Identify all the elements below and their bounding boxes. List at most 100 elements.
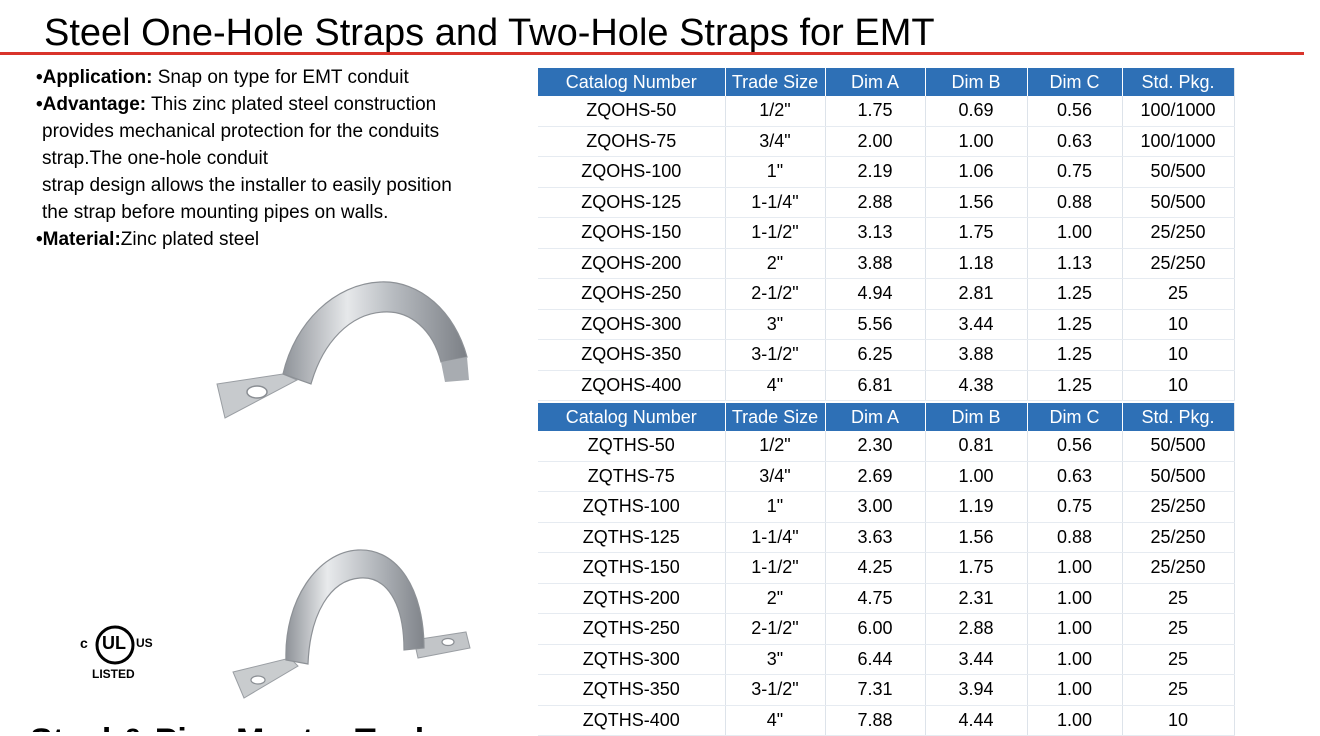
application-text: Snap on type for EMT conduit xyxy=(152,67,409,88)
table-cell: 1.56 xyxy=(925,522,1028,553)
table-row: ZQOHS-300 3" 5.56 3.44 1.25 10 xyxy=(538,309,1235,340)
table-cell: 1.75 xyxy=(925,552,1028,584)
material-line: •Material:Zinc plated steel xyxy=(36,226,536,253)
column-header: Catalog Number xyxy=(538,68,726,96)
ul-letters: UL xyxy=(102,633,126,653)
table-cell: 2.81 xyxy=(925,278,1028,310)
table-cell: 4" xyxy=(725,370,826,401)
table-cell: 2.00 xyxy=(825,126,926,157)
next-slide-title-clip: Steel & Pipe Master Tools xyxy=(0,700,1320,732)
table-row: ZQOHS-350 3-1/2" 6.25 3.88 1.25 10 xyxy=(538,339,1235,371)
application-line: •Application: Snap on type for EMT condu… xyxy=(36,64,536,91)
table-cell: ZQTHS-150 xyxy=(538,552,726,584)
table-cell: 50/500 xyxy=(1122,156,1235,188)
table-cell: ZQOHS-300 xyxy=(538,309,726,340)
table-cell: 1" xyxy=(725,156,826,188)
table-cell: 3.00 xyxy=(825,491,926,523)
product-description: •Application: Snap on type for EMT condu… xyxy=(36,64,536,253)
table-cell: 1.00 xyxy=(1027,705,1123,736)
table-cell: 25 xyxy=(1122,674,1235,706)
table-cell: 4.44 xyxy=(925,705,1028,736)
table-cell: 1.00 xyxy=(1027,644,1123,675)
page-title: Steel One-Hole Straps and Two-Hole Strap… xyxy=(44,12,935,54)
table-cell: 3-1/2" xyxy=(725,339,826,371)
table-cell: 1.00 xyxy=(925,461,1028,492)
table-cell: 2.69 xyxy=(825,461,926,492)
table-cell: 25 xyxy=(1122,583,1235,614)
column-header: Catalog Number xyxy=(538,403,726,431)
ul-listed-logo: c UL US LISTED xyxy=(78,622,160,684)
table-row: ZQTHS-300 3" 6.44 3.44 1.00 25 xyxy=(538,644,1235,675)
column-header: Dim B xyxy=(925,403,1028,431)
table-cell: ZQTHS-350 xyxy=(538,674,726,706)
table-cell: 1.06 xyxy=(925,156,1028,188)
table-cell: 0.63 xyxy=(1027,461,1123,492)
material-text: Zinc plated steel xyxy=(120,229,260,250)
table-cell: 0.69 xyxy=(925,96,1028,127)
table-cell: ZQTHS-400 xyxy=(538,705,726,736)
table-cell: ZQTHS-300 xyxy=(538,644,726,675)
table-cell: 0.56 xyxy=(1027,431,1123,462)
table-cell: 1" xyxy=(725,491,826,523)
table-row: ZQOHS-125 1-1/4" 2.88 1.56 0.88 50/500 xyxy=(538,187,1235,218)
table-cell: 2-1/2" xyxy=(725,613,826,645)
table-cell: 2.88 xyxy=(825,187,926,218)
two-hole-strap-photo xyxy=(232,549,471,699)
table-cell: 1.00 xyxy=(925,126,1028,157)
table-row: ZQOHS-250 2-1/2" 4.94 2.81 1.25 25 xyxy=(538,278,1235,310)
table-cell: ZQOHS-75 xyxy=(538,126,726,157)
table-row: ZQTHS-400 4" 7.88 4.44 1.00 10 xyxy=(538,705,1235,736)
table-cell: 7.31 xyxy=(825,674,926,706)
table-cell: 0.56 xyxy=(1027,96,1123,127)
table-cell: 6.25 xyxy=(825,339,926,371)
table-cell: 100/1000 xyxy=(1122,96,1235,127)
advantage-text-1: This zinc plated steel construction xyxy=(146,94,437,115)
table-cell: 1.75 xyxy=(925,217,1028,249)
table-cell: 0.75 xyxy=(1027,156,1123,188)
table-cell: 1.13 xyxy=(1027,248,1123,279)
table-cell: ZQOHS-400 xyxy=(538,370,726,401)
table-cell: ZQOHS-200 xyxy=(538,248,726,279)
table-cell: 6.00 xyxy=(825,613,926,645)
table-row: ZQOHS-75 3/4" 2.00 1.00 0.63 100/1000 xyxy=(538,126,1235,157)
table-cell: 1.18 xyxy=(925,248,1028,279)
advantage-label: •Advantage: xyxy=(36,94,147,115)
column-header: Dim A xyxy=(825,403,926,431)
table-cell: 25/250 xyxy=(1122,552,1235,584)
column-header: Dim C xyxy=(1027,68,1123,96)
table-cell: 1-1/4" xyxy=(725,187,826,218)
table-cell: 7.88 xyxy=(825,705,926,736)
table-cell: 3.44 xyxy=(925,309,1028,340)
table-cell: 25/250 xyxy=(1122,217,1235,249)
table-cell: 10 xyxy=(1122,339,1235,371)
table-cell: 1.25 xyxy=(1027,309,1123,340)
ul-us-mark: US xyxy=(136,636,153,650)
table-cell: 0.81 xyxy=(925,431,1028,462)
table-cell: 50/500 xyxy=(1122,187,1235,218)
table-row: ZQTHS-200 2" 4.75 2.31 1.00 25 xyxy=(538,583,1235,614)
table-cell: 50/500 xyxy=(1122,461,1235,492)
table-cell: 1-1/2" xyxy=(725,552,826,584)
table-cell: 2.31 xyxy=(925,583,1028,614)
table-cell: ZQTHS-100 xyxy=(538,491,726,523)
table-cell: 25/250 xyxy=(1122,491,1235,523)
table-row: ZQOHS-200 2" 3.88 1.18 1.13 25/250 xyxy=(538,248,1235,279)
table-row: ZQTHS-250 2-1/2" 6.00 2.88 1.00 25 xyxy=(538,613,1235,645)
table-cell: 0.63 xyxy=(1027,126,1123,157)
table-row: ZQTHS-125 1-1/4" 3.63 1.56 0.88 25/250 xyxy=(538,522,1235,553)
table-cell: 3.88 xyxy=(825,248,926,279)
table-cell: 3.63 xyxy=(825,522,926,553)
table-cell: 3/4" xyxy=(725,126,826,157)
table-cell: 10 xyxy=(1122,370,1235,401)
column-header: Std. Pkg. xyxy=(1122,403,1235,431)
table-cell: 1.25 xyxy=(1027,278,1123,310)
table-cell: 2" xyxy=(725,248,826,279)
column-header: Dim A xyxy=(825,68,926,96)
table-cell: 0.75 xyxy=(1027,491,1123,523)
table-cell: 3-1/2" xyxy=(725,674,826,706)
table-cell: 1.25 xyxy=(1027,339,1123,371)
table-cell: 25 xyxy=(1122,278,1235,310)
